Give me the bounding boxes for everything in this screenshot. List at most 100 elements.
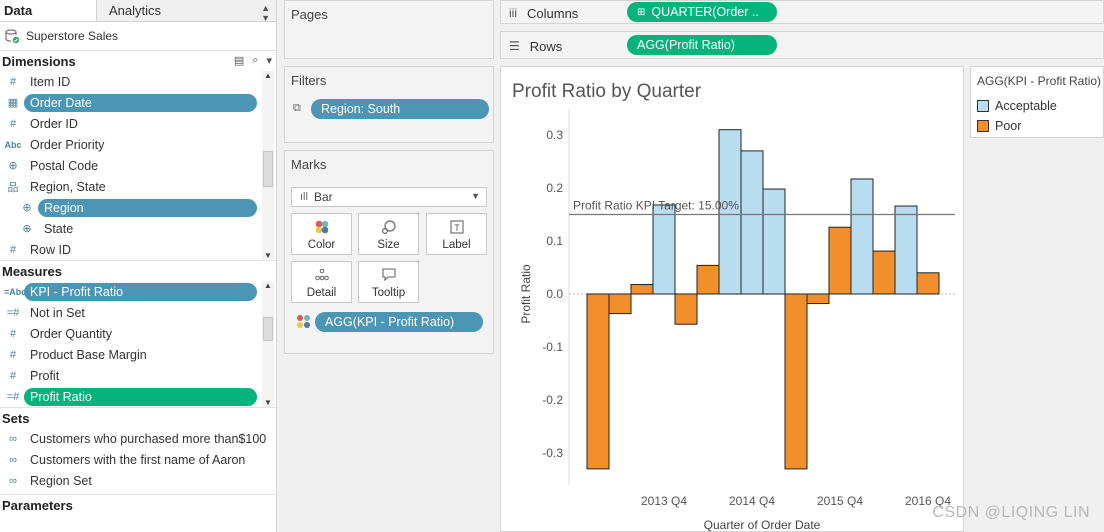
detail-button[interactable]: Detail: [291, 261, 352, 303]
size-icon: [381, 220, 396, 235]
rows-shelf[interactable]: ☰ Rows AGG(Profit Ratio): [500, 31, 1104, 59]
calendar-icon: ▦: [7, 97, 19, 109]
set-label: Customers who purchased more than$100: [30, 431, 267, 446]
datasource-item[interactable]: Superstore Sales: [0, 22, 276, 50]
updown-arrows-icon[interactable]: ▲ ▼: [261, 3, 270, 23]
dimensions-title: Dimensions: [2, 53, 76, 69]
dimensions-scrollbar[interactable]: ▲ ▼: [262, 71, 274, 260]
field-postal-code[interactable]: ⊕ Postal Code: [0, 155, 276, 176]
set-item[interactable]: ∞ Customers with the first name of Aaron: [0, 449, 276, 470]
legend-item-poor[interactable]: Poor: [977, 119, 1021, 133]
color-button[interactable]: Color: [291, 213, 352, 255]
pages-title: Pages: [291, 7, 328, 22]
legend-swatch: [977, 100, 989, 112]
x-tick-label: 2016 Q4: [905, 494, 951, 508]
filters-title: Filters: [291, 73, 327, 88]
tooltip-button[interactable]: Tooltip: [358, 261, 419, 303]
parameters-title: Parameters: [2, 497, 73, 513]
tab-data[interactable]: Data: [0, 0, 96, 21]
detail-button-label: Detail: [306, 287, 337, 299]
label-button[interactable]: T Label: [426, 213, 487, 255]
bar: [806, 293, 830, 305]
bar: [850, 178, 874, 295]
x-axis-title: Quarter of Order Date: [704, 518, 821, 532]
field-label: Profit: [30, 368, 60, 383]
field-label: Order ID: [30, 116, 78, 131]
set-item[interactable]: ∞ Customers who purchased more than$100: [0, 428, 276, 449]
dropdown-arrow-icon[interactable]: ▾: [266, 55, 272, 67]
calc-number-icon: =#: [6, 306, 20, 319]
legend-item-acceptable[interactable]: Acceptable: [977, 99, 1057, 113]
color-legend[interactable]: AGG(KPI - Profit Ratio) Acceptable Poor: [970, 66, 1104, 138]
field-region-state[interactable]: 品 Region, State: [0, 176, 276, 197]
set-item[interactable]: ∞ Region Set: [0, 470, 276, 491]
field-order-priority[interactable]: Abc Order Priority: [0, 134, 276, 155]
string-icon: Abc: [4, 139, 22, 150]
scroll-thumb[interactable]: [263, 317, 273, 341]
marks-title: Marks: [291, 157, 327, 172]
scroll-down-icon[interactable]: ▼: [264, 398, 272, 407]
x-tick-label: 2013 Q4: [641, 494, 687, 508]
hierarchy-icon: 品: [7, 181, 19, 194]
bar-chart: 0.3 0.2 0.1 0.0 -0.1 -0.2 -0.3 Profit Ratio KPI…: [519, 109, 955, 532]
field-region[interactable]: ⊕ Region: [0, 197, 276, 218]
number-icon: #: [9, 117, 17, 130]
bar: [894, 205, 918, 295]
x-tick-label: 2015 Q4: [817, 494, 863, 508]
sets-list: ∞ Customers who purchased more than$100 ∞…: [0, 428, 276, 494]
scroll-down-icon[interactable]: ▼: [264, 251, 272, 260]
detail-icon: [314, 268, 329, 281]
data-pane: Data Analytics ▲ ▼ Superstore Sales Dimen…: [0, 0, 277, 532]
field-label: Not in Set: [30, 305, 85, 320]
field-profit-ratio[interactable]: =# Profit Ratio: [0, 386, 276, 407]
tab-analytics[interactable]: Analytics ▲ ▼: [96, 0, 276, 23]
field-order-id[interactable]: # Order ID: [0, 113, 276, 134]
number-icon: #: [9, 369, 17, 382]
field-product-base-margin[interactable]: # Product Base Margin: [0, 344, 276, 365]
scroll-up-icon[interactable]: ▲: [264, 71, 272, 80]
y-tick-label: 0.3: [546, 128, 563, 142]
search-icon[interactable]: ⌕: [252, 54, 259, 66]
color-icon: [315, 220, 328, 234]
rows-profit-ratio-pill[interactable]: AGG(Profit Ratio): [627, 35, 777, 55]
scroll-thumb[interactable]: [263, 151, 273, 187]
field-kpi-profit-ratio[interactable]: =Abc KPI - Profit Ratio: [0, 281, 276, 302]
field-order-quantity[interactable]: # Order Quantity: [0, 323, 276, 344]
marks-kpi-pill[interactable]: AGG(KPI - Profit Ratio): [315, 312, 483, 332]
field-not-in-set[interactable]: =# Not in Set: [0, 302, 276, 323]
color-button-label: Color: [307, 239, 336, 251]
set-label: Region Set: [30, 473, 92, 488]
field-label-selected: Profit Ratio: [24, 387, 257, 406]
filter-region-pill[interactable]: Region: South: [311, 99, 489, 119]
pages-card[interactable]: Pages: [284, 0, 494, 59]
bar: [674, 293, 698, 325]
measures-list: =Abc KPI - Profit Ratio =# Not in Set # Ord…: [0, 281, 276, 407]
size-button[interactable]: Size: [358, 213, 419, 255]
field-label: Postal Code: [30, 158, 99, 173]
calc-number-icon: =#: [6, 390, 20, 403]
field-state[interactable]: ⊕ State: [0, 218, 276, 239]
field-order-date[interactable]: ▦ Order Date: [0, 92, 276, 113]
number-icon: #: [9, 348, 17, 361]
bar: [916, 272, 940, 295]
scroll-up-icon[interactable]: ▲: [264, 281, 272, 290]
mark-type-dropdown[interactable]: ıll Bar ▼: [291, 187, 487, 207]
measures-scrollbar[interactable]: ▲ ▼: [262, 281, 274, 407]
dimensions-list: # Item ID ▦ Order Date # Order ID Abc Order …: [0, 71, 276, 260]
tooltip-icon: [381, 268, 396, 282]
filters-card[interactable]: Filters ⧉ Region: South: [284, 66, 494, 143]
field-row-id[interactable]: # Row ID: [0, 239, 276, 260]
globe-icon: ⊕: [22, 202, 32, 214]
columns-shelf[interactable]: iii Columns ⊞ QUARTER(Order ..: [500, 0, 1104, 24]
y-tick-label: 0.0: [546, 287, 563, 301]
field-item-id[interactable]: # Item ID: [0, 71, 276, 92]
columns-quarter-pill[interactable]: ⊞ QUARTER(Order ..: [627, 2, 777, 22]
chart-view[interactable]: 0.3 0.2 0.1 0.0 -0.1 -0.2 -0.3 Profit Ratio KPI…: [500, 66, 964, 532]
field-profit[interactable]: # Profit: [0, 365, 276, 386]
set-icon: ∞: [9, 432, 17, 445]
field-label: Row ID: [30, 242, 71, 257]
measures-header: Measures: [0, 260, 276, 281]
list-view-icon[interactable]: ▤: [233, 55, 245, 67]
globe-icon: ⊕: [22, 223, 32, 235]
field-label: State: [44, 221, 74, 236]
